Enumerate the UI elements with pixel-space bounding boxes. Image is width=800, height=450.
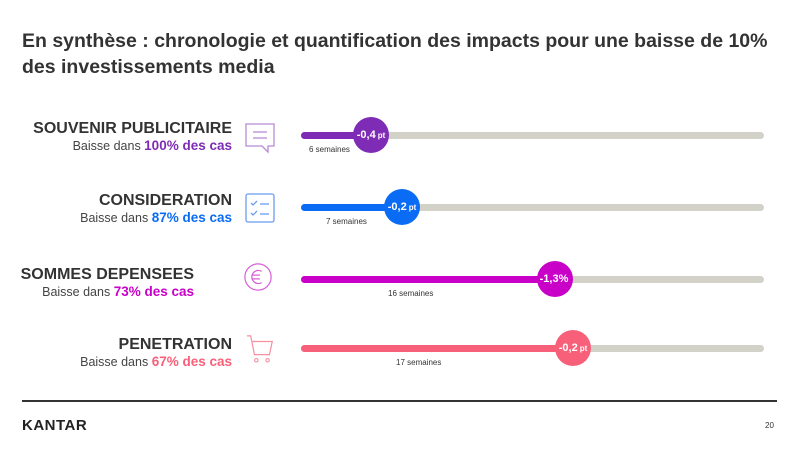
metric-heading: CONSIDERATION <box>98 192 232 209</box>
metric-heading: SOUVENIR PUBLICITAIRE <box>33 120 232 137</box>
metric-highlight: 67% des cas <box>151 354 232 369</box>
metric-prefix: Baisse dans <box>72 139 145 153</box>
value-text: -0,2 <box>558 342 578 354</box>
progress-track: -0,2 pt 7 semaines <box>301 189 764 226</box>
metric-heading: SOMMES DEPENSEES <box>20 266 194 283</box>
metric-highlight: 87% des cas <box>151 210 232 225</box>
metric-label: CONSIDERATION Baisse dans 87% des cas <box>80 192 232 226</box>
weeks-label: 7 semaines <box>326 217 367 226</box>
metric-highlight: 73% des cas <box>113 284 194 299</box>
value-unit: pt <box>579 343 588 353</box>
value-text: -1,3% <box>539 273 569 285</box>
progress-fill <box>301 204 402 211</box>
weeks-label: 6 semaines <box>309 145 350 154</box>
value-unit: pt <box>408 202 417 212</box>
progress-track: -1,3% 16 semaines <box>301 261 764 298</box>
weeks-label: 16 semaines <box>388 289 434 298</box>
value-marker: -0,2 pt <box>555 330 591 366</box>
value-text: -0,2 <box>387 201 407 213</box>
weeks-label: 17 semaines <box>396 358 442 367</box>
value-marker: -0,4 pt <box>353 117 389 153</box>
metric-prefix: Baisse dans <box>80 211 152 225</box>
progress-track: -0,2 pt 17 semaines <box>301 330 764 367</box>
kantar-logo: KANTAR <box>22 417 88 434</box>
euro-icon <box>244 263 272 291</box>
value-text: -0,4 <box>356 129 376 141</box>
value-marker: -1,3% <box>537 261 573 297</box>
metric-label: SOUVENIR PUBLICITAIRE Baisse dans 100% d… <box>33 120 232 154</box>
progress-fill <box>301 345 573 352</box>
metric-prefix: Baisse dans <box>80 355 152 369</box>
shopping-cart-icon <box>246 335 274 363</box>
metric-row-penetration: PENETRATION Baisse dans 67% des cas -0,2… <box>0 330 800 396</box>
metric-label: PENETRATION Baisse dans 67% des cas <box>80 336 232 370</box>
metric-row-souvenir: SOUVENIR PUBLICITAIRE Baisse dans 100% d… <box>0 117 800 180</box>
speech-bubble-icon <box>245 123 275 154</box>
progress-track: -0,4 pt 6 semaines <box>301 117 764 154</box>
metric-heading: PENETRATION <box>118 336 232 353</box>
value-marker: -0,2 pt <box>384 189 420 225</box>
metric-highlight: 100% des cas <box>144 138 232 153</box>
value-unit: pt <box>377 130 386 140</box>
page-number: 20 <box>765 421 774 430</box>
slide-title: En synthèse : chronologie et quantificat… <box>22 30 768 78</box>
metric-label: SOMMES DEPENSEES Baisse dans 73% des cas <box>21 266 194 300</box>
metric-prefix: Baisse dans <box>42 285 114 299</box>
metric-row-consideration: CONSIDERATION Baisse dans 87% des cas -0… <box>0 189 800 252</box>
progress-fill <box>301 276 555 283</box>
progress-fill <box>301 132 371 139</box>
footer-divider <box>22 400 777 402</box>
metric-row-sommes: SOMMES DEPENSEES Baisse dans 73% des cas… <box>0 261 800 326</box>
checklist-icon <box>245 193 275 223</box>
